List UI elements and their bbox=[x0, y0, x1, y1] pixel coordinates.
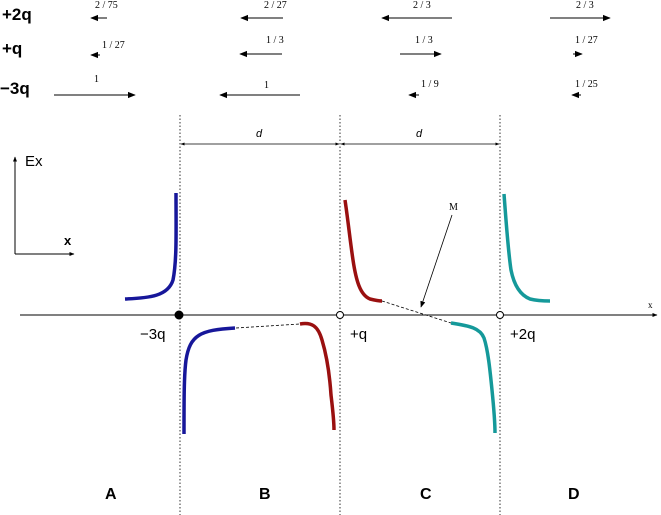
point-label-plusq: +q bbox=[350, 326, 367, 343]
field-curve-region-b-plusq bbox=[299, 321, 336, 431]
connector-dashed-region-b bbox=[235, 323, 301, 329]
fraction-label: 1 bbox=[94, 74, 99, 85]
field-curve-region-c-plusq bbox=[343, 199, 383, 303]
distance-label: d bbox=[256, 128, 263, 140]
ex-axis-label: Ex bbox=[25, 153, 43, 170]
point-m-arrow bbox=[420, 214, 453, 308]
connector-dashed-region-c bbox=[381, 300, 452, 324]
main-x-axis-label: x bbox=[648, 300, 653, 310]
point-label-minus3q: −3q bbox=[140, 326, 165, 343]
charge-point-plus2q bbox=[496, 311, 504, 319]
field-curve-region-b-minus3q bbox=[182, 326, 236, 435]
charge-label-plusq: +q bbox=[2, 39, 22, 58]
fraction-label: 1 / 27 bbox=[102, 40, 125, 51]
charge-point-plusq bbox=[336, 311, 344, 319]
charge-label-plus2q: +2q bbox=[2, 5, 32, 24]
field-curve-region-d bbox=[502, 193, 551, 303]
x-axis-label: x bbox=[64, 233, 72, 248]
fraction-label: 1 / 3 bbox=[266, 35, 284, 46]
fraction-label: 1 / 27 bbox=[575, 35, 598, 46]
fraction-label: 2 / 27 bbox=[264, 0, 287, 11]
fraction-label: 1 / 25 bbox=[575, 79, 598, 90]
point-m-label: M bbox=[449, 202, 458, 213]
distance-label: d bbox=[416, 128, 423, 140]
region-label-c: C bbox=[420, 486, 432, 503]
charge-point-minus3q bbox=[174, 310, 184, 320]
field-curve-region-c-plus2q bbox=[450, 321, 497, 434]
fraction-label: 1 bbox=[264, 80, 269, 91]
point-label-plus2q: +2q bbox=[510, 326, 535, 343]
region-label-d: D bbox=[568, 486, 580, 503]
region-label-b: B bbox=[259, 486, 271, 503]
fraction-label: 1 / 9 bbox=[421, 79, 439, 90]
field-curve-region-a bbox=[124, 192, 178, 301]
fraction-label: 2 / 75 bbox=[95, 0, 118, 11]
fraction-label: 2 / 3 bbox=[576, 0, 594, 11]
fraction-label: 2 / 3 bbox=[413, 0, 431, 11]
fraction-label: 1 / 3 bbox=[415, 35, 433, 46]
region-label-a: A bbox=[105, 486, 117, 503]
charge-label-minus3q: −3q bbox=[0, 79, 30, 98]
